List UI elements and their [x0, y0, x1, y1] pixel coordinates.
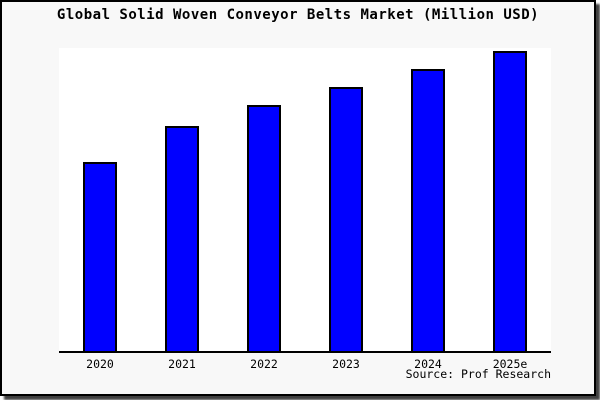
bar-2022	[247, 105, 281, 351]
bar-2025e	[493, 51, 527, 351]
bar-2021	[165, 126, 199, 351]
chart-title: Global Solid Woven Conveyor Belts Market…	[56, 7, 540, 23]
source-credit: Source: Prof Research	[405, 367, 551, 381]
x-tick-label-2021: 2021	[168, 357, 196, 371]
x-tick-label-2020: 2020	[86, 357, 114, 371]
bar-2020	[83, 162, 117, 351]
x-tick-label-2024: 2024	[414, 357, 442, 371]
x-tick-label-2022: 2022	[250, 357, 278, 371]
bar-2024	[411, 69, 445, 351]
x-axis-tick-labels: 2020 2021 2022 2023 2024 2025e	[59, 357, 551, 371]
x-tick-label-2025e: 2025e	[492, 357, 528, 371]
bar-2023	[329, 87, 363, 351]
x-tick-label-2023: 2023	[332, 357, 360, 371]
plot-area	[59, 48, 551, 353]
